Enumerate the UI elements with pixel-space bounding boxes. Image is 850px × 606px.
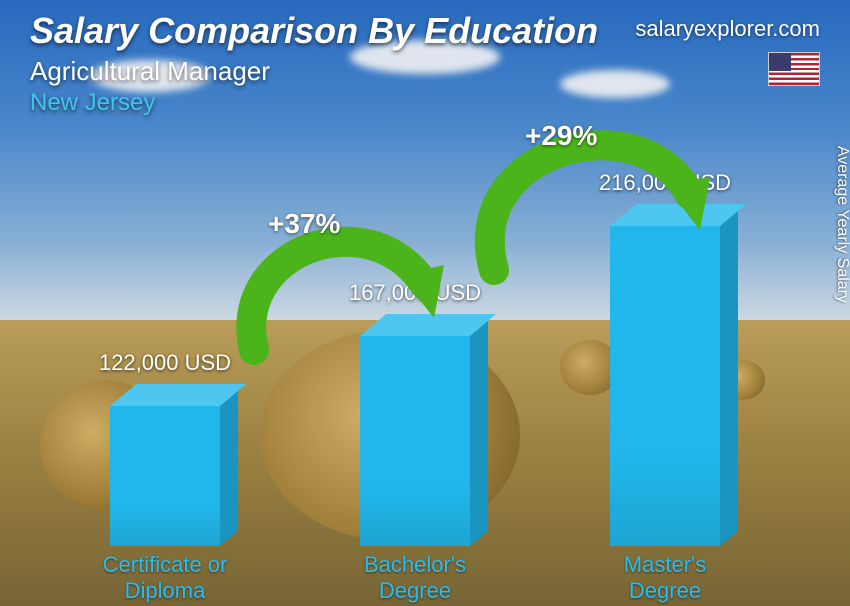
bar-front [110,406,220,546]
bar-chart: 122,000 USDCertificate orDiploma167,000 … [0,0,850,606]
bar-label-line: Bachelor's [335,552,495,578]
bar-label-line: Diploma [85,578,245,604]
bar-side [220,391,238,546]
infographic-root: Salary Comparison By Education Agricultu… [0,0,850,606]
bar-label-line: Degree [585,578,745,604]
bar-label-line: Degree [335,578,495,604]
bar-category-label: Master'sDegree [585,552,745,604]
bar-category-label: Certificate orDiploma [85,552,245,604]
bar-label-line: Certificate or [85,552,245,578]
bar-group: 122,000 USDCertificate orDiploma [110,406,220,546]
increase-arrow [430,80,740,300]
bar-label-line: Master's [585,552,745,578]
increase-percent-label: +29% [525,120,597,152]
increase-percent-label: +37% [268,208,340,240]
arrow-icon [430,80,740,300]
bar-category-label: Bachelor'sDegree [335,552,495,604]
